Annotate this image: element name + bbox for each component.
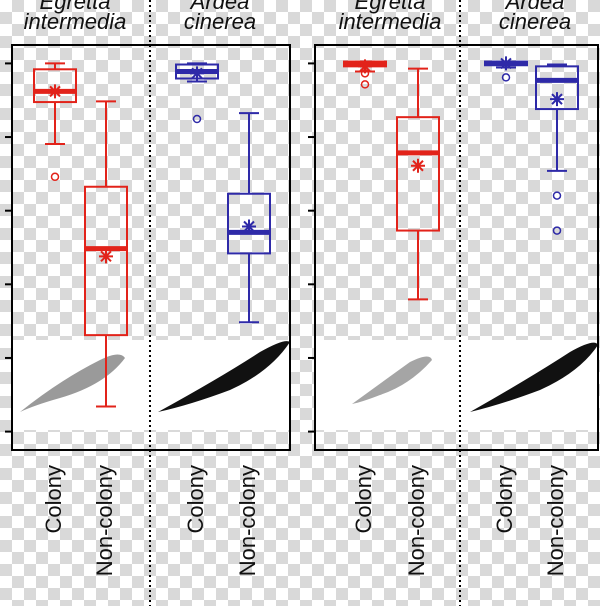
species-label: cinerea xyxy=(184,9,256,34)
category-label: Colony xyxy=(351,465,376,533)
outlier xyxy=(192,114,202,124)
category-label: Colony xyxy=(492,465,517,533)
outlier xyxy=(501,73,511,82)
box xyxy=(227,192,271,255)
category-label: Non-colony xyxy=(92,465,117,576)
species-label: Egretta xyxy=(355,0,426,14)
mean-marker xyxy=(411,158,425,173)
category-label: Non-colony xyxy=(235,465,260,576)
category-label: Non-colony xyxy=(404,465,429,576)
species-label: Egretta xyxy=(40,0,111,14)
mean-marker xyxy=(242,219,256,234)
feather xyxy=(20,341,598,412)
category-label: Colony xyxy=(41,465,66,533)
outlier xyxy=(552,226,562,235)
box xyxy=(535,65,579,111)
mean-marker xyxy=(190,66,204,81)
mean-marker xyxy=(550,92,564,107)
species-label: Ardea xyxy=(189,0,250,14)
species-label: Ardea xyxy=(504,0,565,14)
box xyxy=(84,185,128,337)
outlier xyxy=(50,172,60,182)
panel-frame xyxy=(314,44,599,451)
species-label: intermedia xyxy=(339,9,442,34)
outlier xyxy=(552,191,562,200)
outlier xyxy=(360,80,370,89)
mean-marker xyxy=(499,56,513,71)
category-label: Colony xyxy=(183,465,208,533)
box xyxy=(33,68,77,104)
photo-strip xyxy=(316,340,597,430)
mean-marker xyxy=(358,59,372,74)
mean-marker xyxy=(48,84,62,99)
species-label: cinerea xyxy=(499,9,571,34)
mean-marker xyxy=(99,249,113,264)
outlier xyxy=(360,69,370,78)
species-label: intermedia xyxy=(24,9,127,34)
box xyxy=(396,116,440,232)
category-label: Non-colony xyxy=(543,465,568,576)
